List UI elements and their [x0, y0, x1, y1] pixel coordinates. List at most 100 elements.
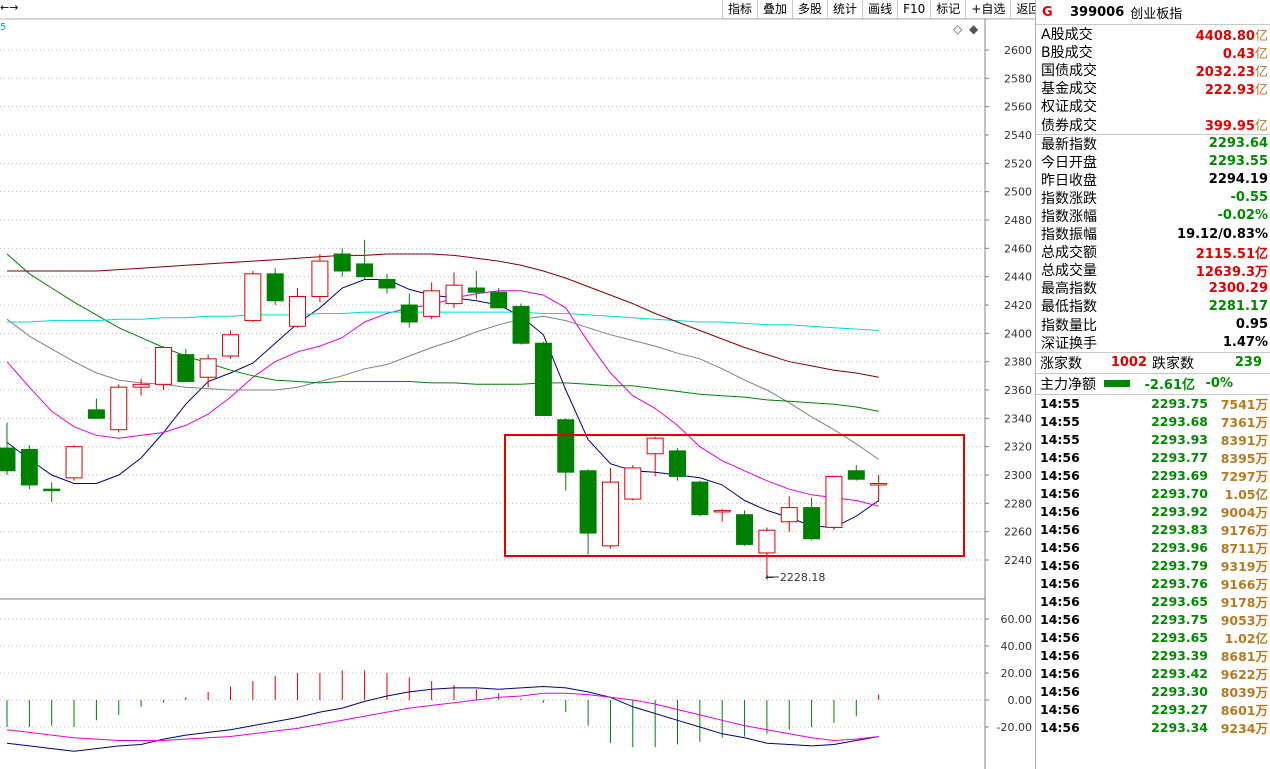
candle[interactable] — [713, 509, 731, 522]
candle[interactable] — [110, 384, 128, 433]
candle-body — [400, 304, 418, 323]
toolbar-button[interactable]: F10 — [897, 0, 931, 19]
diamond-icon[interactable]: ◇ — [953, 22, 963, 36]
candle[interactable] — [579, 469, 597, 555]
candle-body — [266, 273, 284, 302]
toolbar-button[interactable]: 统计 — [827, 0, 863, 19]
candle[interactable] — [356, 239, 374, 280]
toolbar-button[interactable]: 多股 — [792, 0, 828, 19]
candle[interactable] — [870, 475, 888, 502]
candle[interactable] — [0, 422, 16, 475]
turnover-unit: 亿 — [1254, 46, 1268, 62]
toolbar-button[interactable]: 标记 — [930, 0, 966, 19]
candle[interactable] — [65, 445, 83, 481]
turnover-row: 国债成交 2032.23亿 — [1036, 61, 1270, 80]
diamond-icon[interactable]: ◆ — [969, 22, 979, 36]
candle[interactable] — [378, 273, 396, 294]
nav-arrows[interactable]: ←→ — [0, 1, 19, 14]
tick-qty: 8039 — [1220, 685, 1256, 701]
tick-row: 14:56 2293.34 9234万 — [1036, 719, 1270, 737]
toolbar: 指标 叠加 多股 统计 画线 F10 标记 +自选 返回 — [722, 0, 1046, 19]
tick-volume: 9004万 — [1208, 502, 1268, 521]
tick-time: 14:56 — [1040, 612, 1080, 628]
stat-label: 深证换手 — [1041, 335, 1097, 352]
tick-list[interactable]: 14:55 2293.75 7541万 14:55 2293.68 7361万 14:55 2… — [1036, 395, 1270, 737]
stat-value: 1.47% — [1222, 335, 1268, 351]
candle[interactable] — [311, 254, 329, 303]
candle[interactable] — [825, 475, 843, 531]
candle[interactable] — [199, 354, 217, 388]
candle[interactable] — [445, 272, 463, 308]
tick-price: 2293.68 — [1151, 414, 1208, 430]
turnover-unit: 亿 — [1254, 28, 1268, 44]
candle[interactable] — [736, 510, 754, 546]
tick-unit: 万 — [1255, 613, 1268, 629]
candle-body — [333, 253, 351, 272]
candle[interactable] — [557, 418, 575, 491]
candle-body — [490, 291, 508, 309]
candle[interactable] — [20, 445, 38, 490]
toolbar-button[interactable]: 叠加 — [757, 0, 793, 19]
tick-qty: 7541 — [1220, 397, 1256, 413]
moving-average-line — [7, 253, 879, 378]
y-tick-label: 2240 — [1004, 554, 1032, 567]
toolbar-button[interactable]: +自选 — [965, 0, 1011, 19]
candle[interactable] — [534, 341, 552, 416]
tick-row: 14:56 2293.83 9176万 — [1036, 521, 1270, 539]
toolbar-button[interactable]: 指标 — [722, 0, 758, 19]
tick-unit: 万 — [1255, 523, 1268, 539]
candle[interactable] — [847, 465, 865, 481]
stat-value: 2300.29 — [1208, 280, 1268, 296]
tick-row: 14:56 2293.65 1.02亿 — [1036, 629, 1270, 647]
candle[interactable] — [624, 465, 642, 501]
candle[interactable] — [490, 288, 508, 309]
candle[interactable] — [43, 482, 61, 502]
candle[interactable] — [87, 398, 105, 419]
tick-volume: 9622万 — [1208, 664, 1268, 683]
candle[interactable] — [467, 271, 485, 300]
moving-average-line — [6, 279, 879, 528]
candle[interactable] — [244, 271, 262, 322]
moving-average-line — [7, 311, 879, 331]
candle[interactable] — [669, 448, 686, 481]
stat-value: 2115.51亿 — [1195, 246, 1268, 262]
candle[interactable] — [601, 467, 619, 549]
y-tick-label: 2500 — [1004, 186, 1032, 199]
candle-body — [445, 284, 463, 305]
sub-y-tick-label: 20.00 — [1001, 667, 1033, 680]
candle[interactable] — [780, 496, 798, 532]
candle-body — [132, 383, 150, 388]
candle-body — [87, 409, 105, 419]
candle[interactable] — [222, 330, 239, 359]
moving-average-line — [6, 253, 879, 412]
macd-line — [6, 685, 879, 752]
candle[interactable] — [266, 268, 284, 305]
candle[interactable] — [646, 436, 664, 477]
chart-area[interactable]: 2600 2580 2560 2540 2520 2500 2480 2460 2440 2420… — [0, 0, 1035, 769]
candle[interactable] — [289, 288, 307, 328]
toolbar-button[interactable]: 画线 — [862, 0, 898, 19]
down-count: 239 — [1234, 355, 1262, 371]
candle[interactable] — [400, 293, 418, 328]
tick-volume: 1.02亿 — [1208, 628, 1268, 647]
stat-value: -0.02% — [1217, 208, 1269, 224]
stat-label: 最低指数 — [1041, 299, 1097, 316]
candle[interactable] — [177, 348, 195, 383]
stat-row: 最新指数 2293.64 — [1036, 135, 1270, 153]
candle[interactable] — [512, 303, 530, 345]
sub-y-tick-label: 0.00 — [1008, 694, 1033, 707]
y-tick-label: 2400 — [1004, 327, 1032, 340]
candle[interactable] — [691, 480, 709, 517]
candle[interactable] — [758, 527, 776, 577]
candle-body — [110, 386, 128, 431]
candle[interactable] — [803, 497, 821, 541]
y-tick-label: 2340 — [1004, 412, 1032, 425]
tick-unit: 万 — [1255, 703, 1268, 719]
candle[interactable] — [154, 346, 172, 390]
candle[interactable] — [132, 378, 150, 396]
y-tick-label: 2520 — [1004, 157, 1032, 170]
candle[interactable] — [333, 248, 351, 277]
candle[interactable] — [423, 282, 441, 320]
tick-price: 2293.70 — [1151, 486, 1208, 502]
turnover-list: A股成交 4408.80亿 B股成交 0.43亿 国债成交 2032.23亿 基金成交 222… — [1036, 25, 1270, 134]
